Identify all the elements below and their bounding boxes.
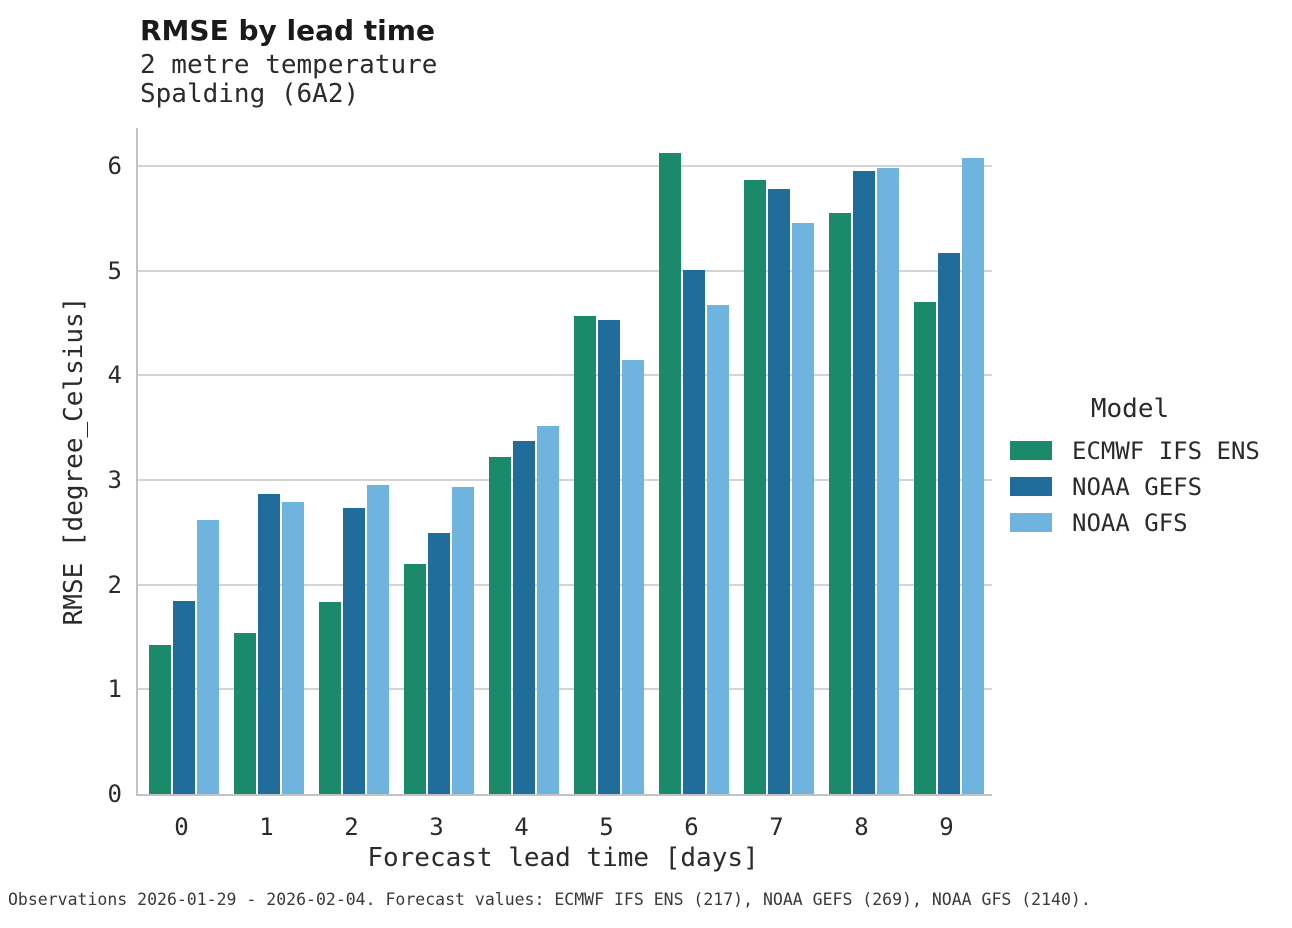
x-tick-1: 1 [259, 813, 274, 841]
bar-noaa-gefs-lead1 [257, 493, 280, 794]
bar-noaa-gefs-lead8 [852, 171, 875, 794]
bar-noaa-gefs-lead5 [597, 319, 620, 794]
bar-noaa-gfs-lead3 [451, 487, 474, 794]
legend-label: ECMWF IFS ENS [1072, 436, 1260, 465]
bar-noaa-gfs-lead8 [876, 168, 899, 794]
bar-ecmwf-ifs-ens-lead3 [403, 563, 426, 794]
legend-entry-noaa-gfs: NOAA GFS [1010, 509, 1290, 537]
x-tick-8: 8 [854, 813, 869, 841]
y-tick-0: 0 [107, 780, 122, 808]
bar-ecmwf-ifs-ens-lead2 [318, 602, 341, 794]
y-tick-4: 4 [107, 361, 122, 390]
y-tick-1: 1 [107, 675, 122, 704]
legend-label: NOAA GFS [1072, 508, 1188, 537]
bar-noaa-gefs-lead2 [342, 508, 365, 794]
footer-caption: Observations 2026-01-29 - 2026-02-04. Fo… [8, 890, 1091, 909]
legend-entries: ECMWF IFS ENS NOAA GEFS NOAA GFS [1010, 437, 1290, 537]
bar-ecmwf-ifs-ens-lead7 [743, 179, 766, 794]
x-tick-5: 5 [599, 813, 614, 841]
bar-ecmwf-ifs-ens-lead4 [488, 456, 511, 794]
legend-swatch-icon [1010, 513, 1052, 532]
legend-entry-ecmwf-ifs-ens: ECMWF IFS ENS [1010, 437, 1290, 465]
bar-noaa-gefs-lead9 [937, 252, 960, 794]
gridline-y6 [138, 164, 992, 167]
legend: Model ECMWF IFS ENS NOAA GEFS NOAA GFS [1010, 394, 1290, 548]
bar-noaa-gfs-lead2 [366, 485, 389, 794]
x-tick-0: 0 [174, 813, 189, 841]
legend-entry-noaa-gefs: NOAA GEFS [1010, 473, 1290, 501]
x-tick-6: 6 [684, 813, 699, 841]
y-tick-2: 2 [107, 570, 122, 599]
bar-noaa-gfs-lead9 [961, 157, 984, 794]
gridline-y3 [138, 479, 992, 481]
bar-ecmwf-ifs-ens-lead5 [573, 315, 596, 794]
bar-noaa-gefs-lead0 [172, 601, 195, 794]
x-tick-4: 4 [514, 813, 529, 841]
legend-title: Model [1090, 394, 1170, 424]
bar-noaa-gfs-lead5 [621, 359, 644, 794]
bar-noaa-gefs-lead7 [767, 189, 790, 794]
bar-ecmwf-ifs-ens-lead0 [148, 645, 171, 794]
bar-noaa-gfs-lead7 [791, 222, 814, 794]
gridline-y4 [138, 374, 992, 377]
chart-title: RMSE by lead time [140, 14, 435, 47]
bar-ecmwf-ifs-ens-lead1 [233, 632, 256, 794]
x-tick-3: 3 [429, 813, 444, 841]
gridline-y2 [138, 583, 992, 586]
bar-ecmwf-ifs-ens-lead6 [658, 153, 681, 794]
chart-subtitle-variable: 2 metre temperature [140, 50, 438, 80]
bar-noaa-gfs-lead1 [281, 501, 304, 794]
bar-noaa-gfs-lead4 [536, 425, 559, 794]
bar-noaa-gefs-lead6 [682, 269, 705, 794]
y-tick-3: 3 [107, 465, 122, 494]
bar-noaa-gfs-lead0 [196, 519, 219, 794]
x-tick-2: 2 [344, 813, 359, 841]
legend-label: NOAA GEFS [1072, 472, 1203, 501]
bar-noaa-gefs-lead4 [512, 441, 535, 794]
y-tick-6: 6 [107, 151, 122, 180]
x-tick-9: 9 [939, 813, 954, 841]
gridline-y5 [138, 269, 992, 272]
x-tick-7: 7 [769, 813, 784, 841]
plot-area [136, 128, 992, 796]
gridline-y1 [138, 688, 992, 691]
y-tick-5: 5 [107, 256, 122, 285]
legend-swatch-icon [1010, 477, 1052, 496]
bar-ecmwf-ifs-ens-lead9 [913, 302, 936, 794]
x-axis-label: Forecast lead time [days] [367, 843, 759, 873]
bar-ecmwf-ifs-ens-lead8 [828, 213, 851, 794]
legend-swatch-icon [1010, 441, 1052, 460]
chart-subtitle-station: Spalding (6A2) [140, 79, 360, 109]
bar-noaa-gefs-lead3 [427, 533, 450, 794]
bar-noaa-gfs-lead6 [706, 305, 729, 794]
